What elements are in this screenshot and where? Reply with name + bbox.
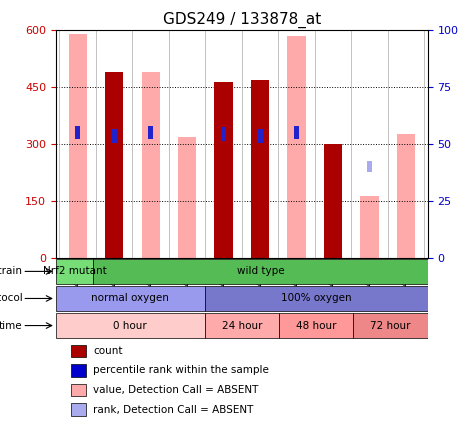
- Bar: [71, 345, 86, 357]
- Bar: [112, 130, 117, 143]
- Text: 24 hour: 24 hour: [221, 320, 262, 331]
- FancyBboxPatch shape: [205, 314, 279, 338]
- Bar: [360, 196, 379, 258]
- Bar: [367, 161, 372, 173]
- Bar: [324, 144, 342, 258]
- Bar: [324, 144, 342, 258]
- Text: strain: strain: [0, 266, 22, 276]
- Bar: [294, 126, 299, 139]
- Text: 48 hour: 48 hour: [296, 320, 337, 331]
- FancyBboxPatch shape: [353, 314, 428, 338]
- Title: GDS249 / 133878_at: GDS249 / 133878_at: [163, 12, 321, 29]
- Bar: [75, 126, 80, 139]
- Bar: [221, 127, 226, 141]
- Bar: [68, 34, 87, 258]
- Bar: [105, 72, 123, 258]
- Bar: [71, 403, 86, 416]
- Bar: [257, 130, 263, 143]
- Bar: [214, 82, 232, 258]
- Bar: [214, 82, 232, 258]
- FancyBboxPatch shape: [56, 286, 205, 311]
- Text: count: count: [93, 346, 122, 356]
- Text: rank, Detection Call = ABSENT: rank, Detection Call = ABSENT: [93, 405, 253, 414]
- Text: Nrf2 mutant: Nrf2 mutant: [42, 266, 106, 276]
- Bar: [251, 80, 269, 258]
- Text: wild type: wild type: [237, 266, 284, 276]
- Bar: [178, 137, 196, 258]
- Bar: [71, 364, 86, 377]
- Text: value, Detection Call = ABSENT: value, Detection Call = ABSENT: [93, 385, 259, 395]
- Bar: [287, 35, 306, 258]
- Text: time: time: [0, 320, 22, 331]
- FancyBboxPatch shape: [205, 286, 428, 311]
- Bar: [397, 134, 415, 258]
- Bar: [148, 126, 153, 139]
- FancyBboxPatch shape: [56, 259, 93, 284]
- FancyBboxPatch shape: [279, 314, 353, 338]
- Text: 0 hour: 0 hour: [113, 320, 147, 331]
- Text: percentile rank within the sample: percentile rank within the sample: [93, 366, 269, 375]
- Bar: [251, 80, 269, 258]
- Text: 72 hour: 72 hour: [370, 320, 411, 331]
- Text: 100% oxygen: 100% oxygen: [281, 294, 352, 303]
- Text: protocol: protocol: [0, 294, 22, 303]
- FancyBboxPatch shape: [56, 314, 205, 338]
- Bar: [141, 72, 160, 258]
- Bar: [105, 72, 123, 258]
- Text: normal oxygen: normal oxygen: [91, 294, 169, 303]
- FancyBboxPatch shape: [93, 259, 428, 284]
- Bar: [71, 384, 86, 396]
